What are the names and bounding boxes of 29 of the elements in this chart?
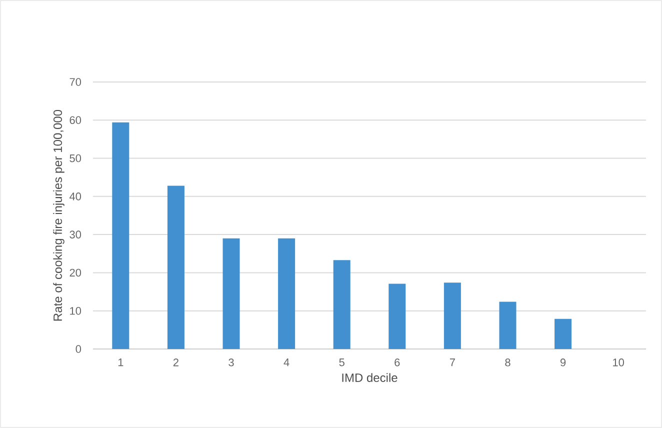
bar — [444, 282, 461, 349]
bar — [388, 284, 406, 349]
bar — [554, 318, 572, 349]
y-tick-label: 50 — [70, 154, 82, 162]
y-tick-label: 20 — [70, 268, 82, 277]
y-tick-label: 30 — [70, 230, 82, 238]
y-tick-label: 10 — [70, 306, 82, 315]
bar — [333, 260, 350, 349]
y-tick-label: 70 — [70, 78, 82, 86]
bar — [167, 186, 184, 349]
x-tick-label: 9 — [560, 358, 566, 366]
x-tick-label: 10 — [613, 358, 624, 366]
x-tick-label: 7 — [450, 358, 455, 366]
y-axis-title: Rate of cooking fire injuries per 100,000 — [53, 110, 64, 321]
bar — [499, 302, 516, 349]
x-tick-label: 6 — [394, 358, 400, 366]
bar — [222, 238, 240, 349]
y-tick-label: 0 — [76, 345, 82, 353]
x-tick-label: 5 — [339, 358, 344, 366]
x-tick-label: 8 — [505, 358, 510, 366]
x-tick-label: 2 — [173, 358, 178, 366]
bar — [112, 122, 130, 349]
x-tick-label: 4 — [284, 358, 290, 366]
bar — [278, 238, 296, 349]
x-tick-label: 3 — [228, 358, 234, 366]
y-tick-label: 60 — [70, 116, 82, 124]
x-axis-title: IMD decile — [342, 373, 398, 382]
x-tick-label: 1 — [118, 358, 124, 366]
y-tick-label: 40 — [69, 192, 82, 200]
